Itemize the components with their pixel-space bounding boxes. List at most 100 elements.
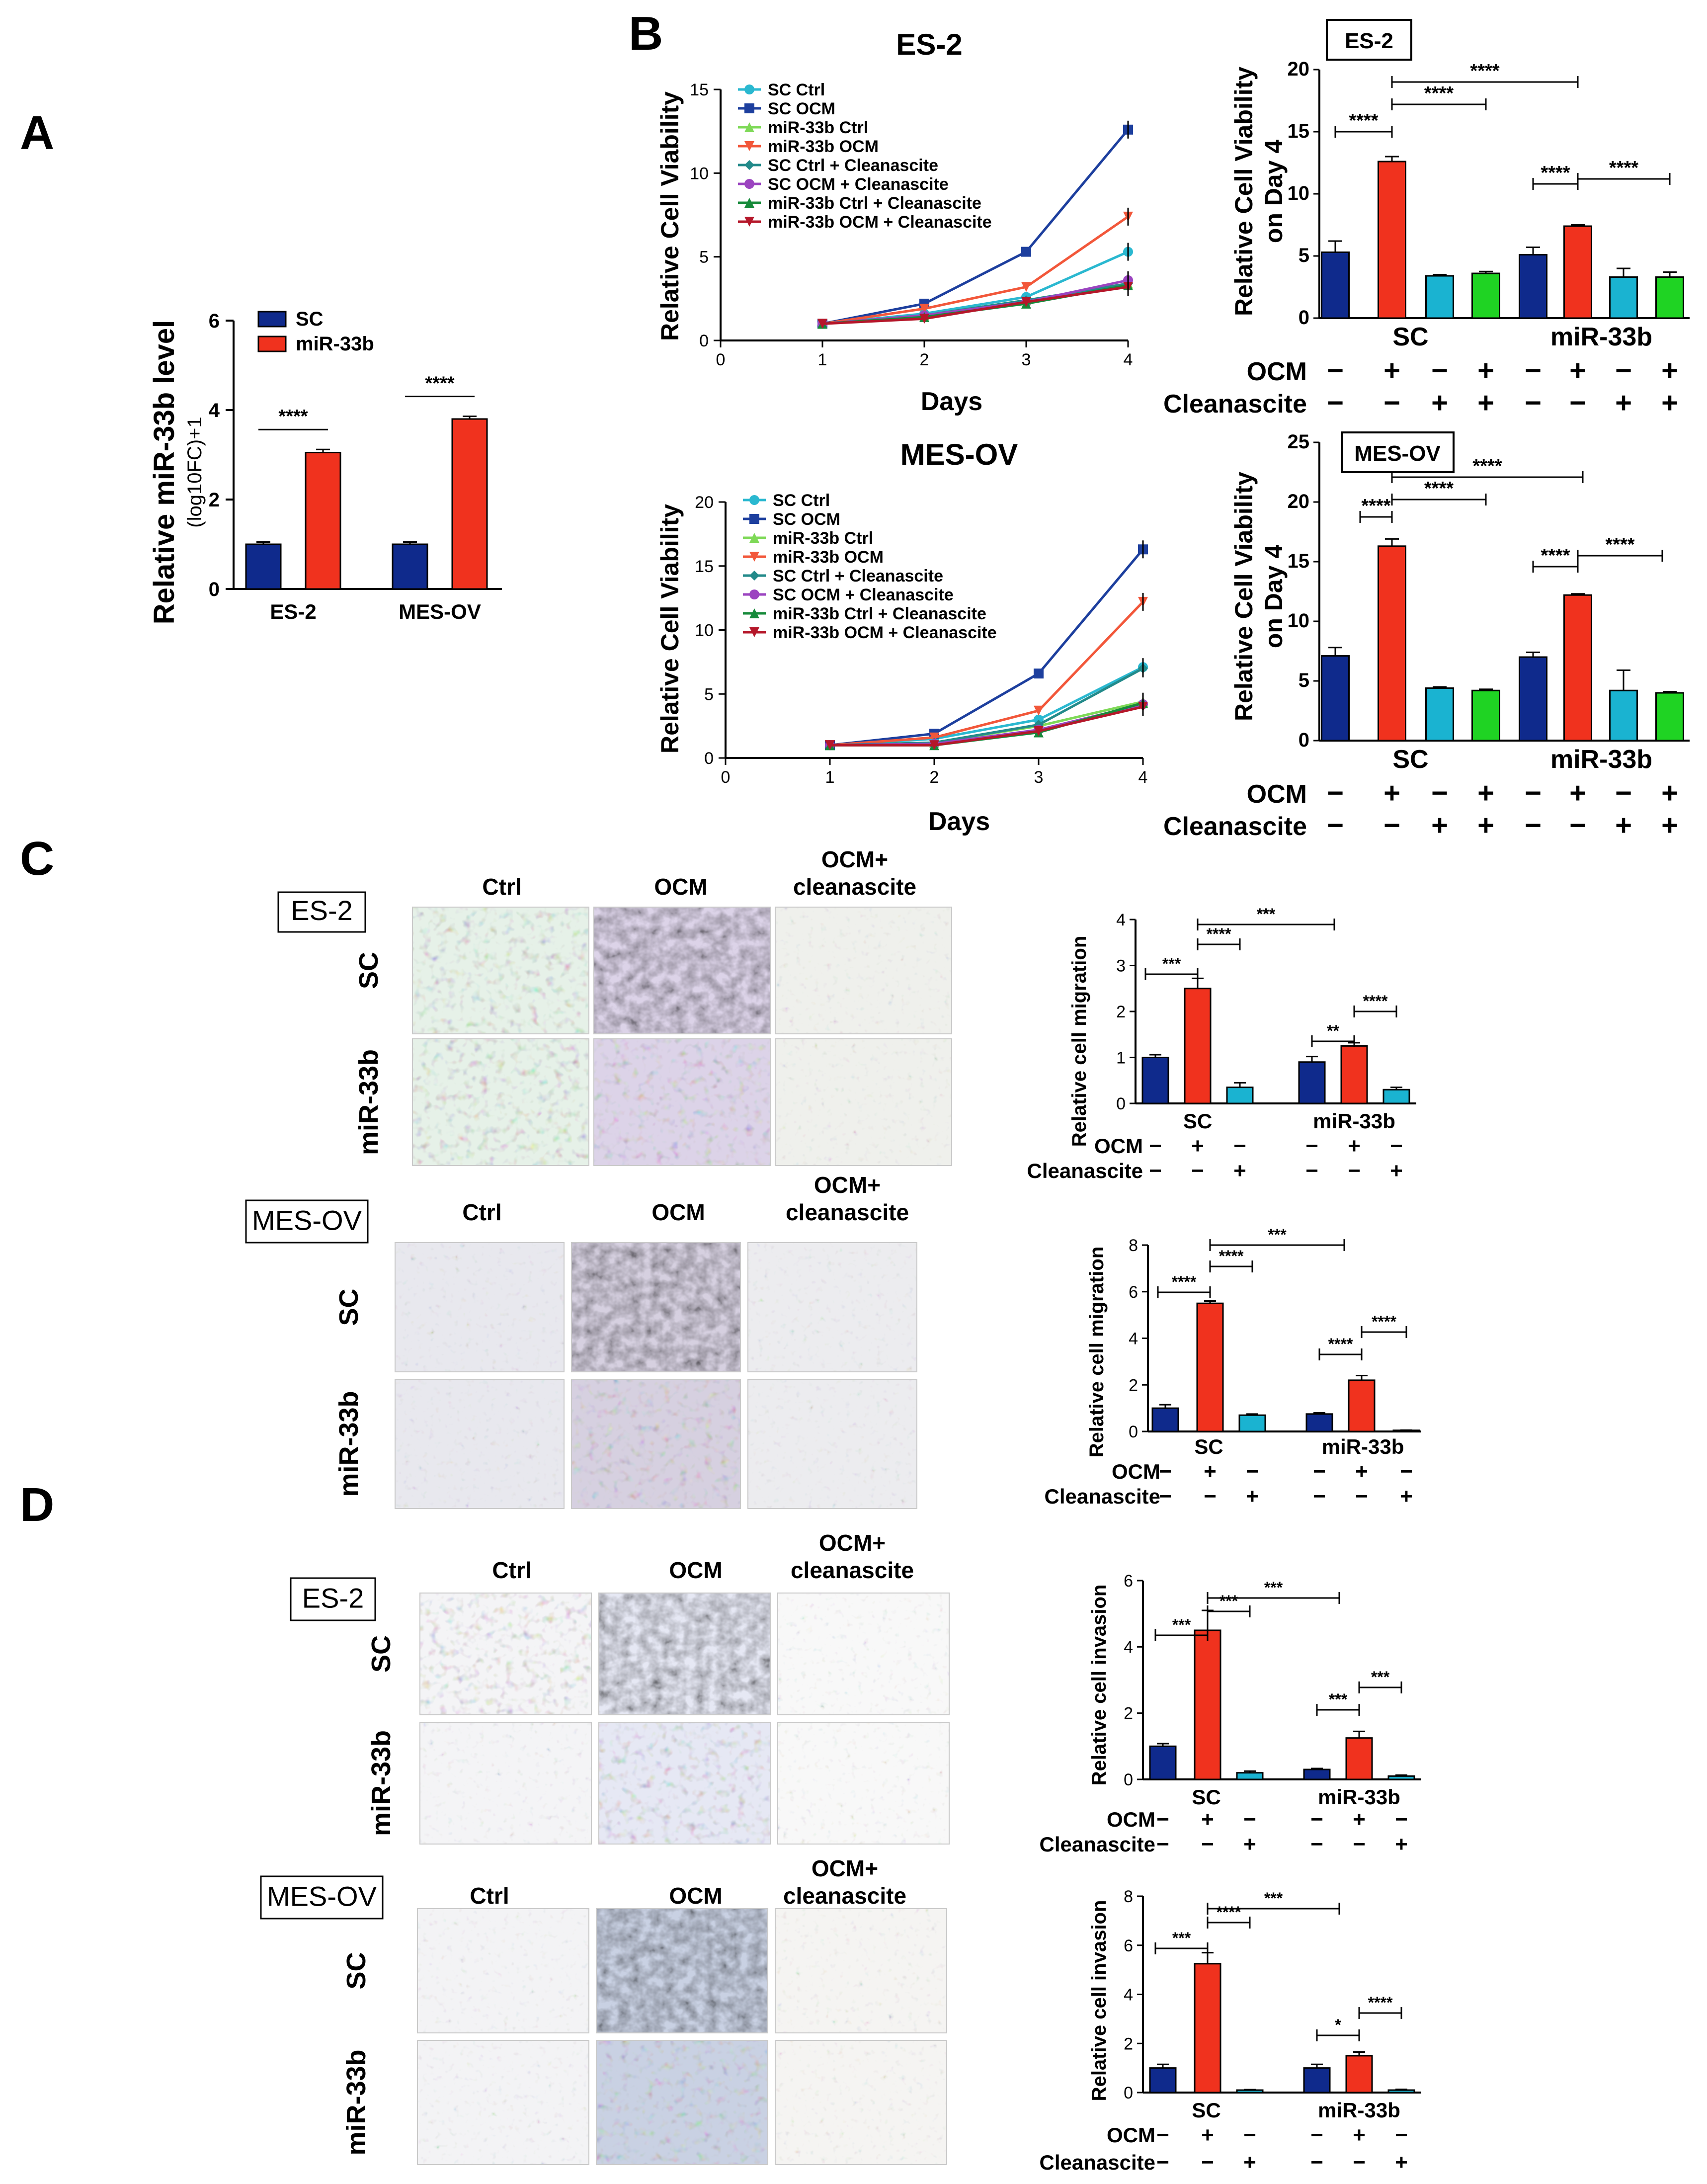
cell-staining — [412, 1039, 589, 1166]
legend-marker — [744, 198, 754, 208]
y-tick-label: 3 — [1116, 957, 1126, 976]
legend-marker — [749, 571, 759, 581]
chart-title: MES-OV — [900, 438, 1018, 471]
cell-staining — [417, 2040, 589, 2165]
bar — [1303, 2067, 1331, 2094]
y-tick-label: 5 — [1299, 245, 1309, 266]
category-label: miR-33b — [1550, 323, 1652, 351]
ocm-sign: + — [1477, 354, 1494, 387]
category-label: SC — [1194, 1435, 1223, 1458]
bar — [1655, 692, 1684, 742]
cell-line-box — [245, 1199, 369, 1244]
micrograph-border — [777, 1722, 950, 1845]
y-tick-label: 4 — [1124, 1986, 1133, 2005]
significance-label: **** — [1217, 1903, 1241, 1921]
significance-label: *** — [1172, 1616, 1191, 1634]
cleanascite-sign: − — [1525, 387, 1542, 419]
ocm-sign: − — [1395, 2123, 1408, 2147]
ocm-row-label: OCM — [1094, 1134, 1143, 1158]
category-label: ES-2 — [270, 600, 316, 623]
cleanascite-row-label: Cleanascite — [1040, 2151, 1155, 2174]
row-label: miR-33b — [334, 1391, 364, 1497]
x-tick-label: 1 — [818, 350, 827, 369]
chart-d-mesov-invasion: Relative cell invasion 0 2 4 6 8 − − + − − + − − + − − +… — [1040, 1887, 1421, 2175]
y-tick-label: 1 — [1116, 1049, 1126, 1068]
y-tick-label: 0 — [1124, 1770, 1133, 1789]
significance-label: *** — [1264, 1889, 1283, 1907]
x-tick-label: 0 — [716, 350, 726, 369]
legend-label: SC OCM — [773, 510, 840, 529]
micrograph-border — [417, 1908, 589, 2033]
cleanascite-sign: − — [1156, 1832, 1169, 1856]
cleanascite-sign: − — [1204, 1484, 1217, 1509]
significance-label: * — [1335, 2016, 1341, 2034]
significance-label: *** — [1371, 1668, 1390, 1686]
chart-b-mesov-line: MES-OV Relative Cell Viability Days 0510… — [656, 438, 1148, 836]
y-tick-label: 20 — [1288, 58, 1310, 80]
x-tick-label: 2 — [930, 768, 939, 787]
micrograph-border — [593, 1038, 771, 1166]
ocm-sign: − — [1243, 2123, 1256, 2147]
cell-staining — [412, 907, 589, 1034]
bar — [1226, 1087, 1254, 1104]
ocm-sign: + — [1353, 2123, 1366, 2147]
y-tick-label: 20 — [1288, 491, 1310, 512]
significance-label: **** — [1328, 1335, 1353, 1353]
cell-staining — [395, 1243, 564, 1372]
col-cleanascite: cleanascite — [791, 1557, 914, 1583]
significance-label: **** — [1424, 478, 1454, 499]
y-tick-label: 2 — [1129, 1376, 1138, 1395]
cleanascite-sign: − — [1383, 387, 1400, 419]
data-point — [1034, 726, 1044, 736]
series-line — [829, 667, 1144, 747]
cleanascite-sign: − — [1149, 1159, 1162, 1183]
legend-label: miR-33b OCM + Cleanascite — [773, 623, 997, 642]
ocm-sign: − — [1310, 2123, 1323, 2147]
cell-staining — [778, 1722, 949, 1844]
legend-label: miR-33b — [296, 333, 374, 355]
ocm-row-label: OCM — [1247, 357, 1307, 386]
significance-label: ** — [1327, 1022, 1339, 1040]
ocm-sign: − — [1431, 354, 1448, 387]
bar — [1345, 1737, 1373, 1780]
cleanascite-sign: − — [1156, 2150, 1169, 2175]
y-tick-label: 10 — [690, 164, 709, 183]
y-tick-label: 5 — [1299, 670, 1309, 691]
category-label: miR-33b — [1550, 745, 1652, 774]
category-label: SC — [1183, 1109, 1212, 1133]
col-ocm: OCM — [669, 1557, 722, 1583]
x-tick-label: 2 — [920, 350, 929, 369]
y-axis-label: Relative cell invasion — [1088, 1585, 1110, 1786]
legend-label: SC — [296, 308, 324, 330]
legend-label: miR-33b Ctrl + Cleanascite — [773, 604, 986, 623]
y-tick-label: 25 — [1288, 431, 1310, 453]
legend-marker — [749, 495, 759, 505]
data-point — [929, 740, 939, 751]
y-tick-label: 5 — [699, 248, 709, 267]
significance-label: **** — [278, 406, 308, 427]
significance-label: *** — [1257, 905, 1276, 923]
row-label: SC — [334, 1288, 364, 1326]
category-label: miR-33b — [1318, 2099, 1400, 2122]
ocm-sign: − — [1149, 1134, 1162, 1158]
ocm-sign: + — [1569, 354, 1586, 387]
bar — [1378, 545, 1406, 742]
bar — [1321, 655, 1350, 742]
data-point — [919, 314, 929, 324]
row-label: SC — [341, 1952, 371, 1989]
y-tick-label: 0 — [1299, 729, 1309, 751]
legend-marker — [749, 589, 759, 599]
ocm-sign: + — [1191, 1134, 1204, 1158]
micrograph-border — [419, 1593, 592, 1715]
ocm-sign: − — [1615, 354, 1632, 387]
legend-marker — [749, 514, 759, 524]
cleanascite-sign: − — [1327, 809, 1344, 841]
y-tick-label: 15 — [695, 557, 714, 576]
micrograph-border — [775, 2040, 947, 2165]
bar — [245, 543, 282, 590]
ocm-sign: + — [1569, 777, 1586, 809]
significance-label: **** — [1372, 1313, 1396, 1331]
y-tick-label: 8 — [1129, 1236, 1138, 1255]
